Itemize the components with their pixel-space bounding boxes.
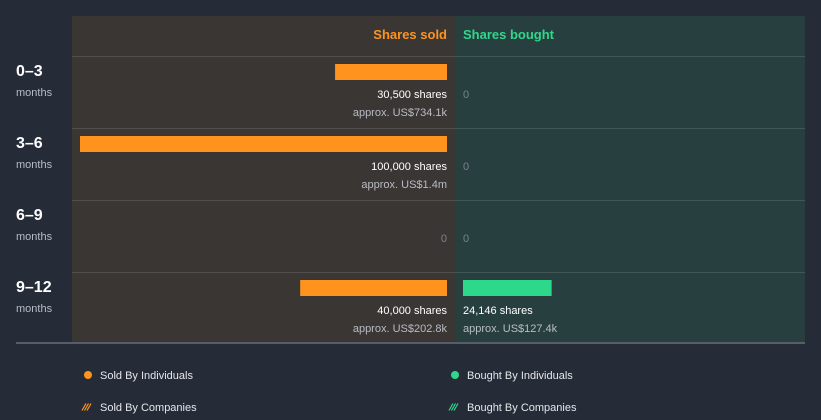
- period-row: 9–12 months 40,000 shares approx. US$202.8k…: [16, 272, 805, 335]
- legend-item: Sold By Individuals: [84, 370, 193, 382]
- sold-zero-label: 0: [441, 233, 447, 245]
- sold-bar: [335, 64, 447, 80]
- sold-bar: [80, 136, 447, 152]
- legend-label: Sold By Companies: [100, 402, 197, 414]
- sold-bar: [300, 280, 447, 296]
- shares-sold-header: Shares sold: [373, 27, 447, 42]
- sold-value-label: approx. US$202.8k: [353, 323, 448, 335]
- legend-label: Sold By Individuals: [100, 370, 193, 382]
- legend-hatch-icon: [448, 403, 459, 411]
- legend-item: Bought By Companies: [448, 402, 577, 414]
- legend-item: Bought By Individuals: [451, 370, 573, 382]
- bought-zero-label: 0: [463, 233, 469, 245]
- period-row: 0–3 months 30,500 shares approx. US$734.1k 0: [16, 56, 805, 119]
- period-label: 0–3: [16, 63, 43, 80]
- legend-item: Sold By Companies: [81, 402, 197, 414]
- sold-shares-label: 30,500 shares: [377, 89, 447, 101]
- period-unit-label: months: [16, 303, 53, 315]
- sold-shares-label: 40,000 shares: [377, 305, 447, 317]
- legend-label: Bought By Companies: [467, 402, 577, 414]
- legend-hatch-icon: [81, 403, 92, 411]
- sold-value-label: approx. US$1.4m: [361, 179, 447, 191]
- legend-dot-icon: [451, 371, 459, 379]
- bought-zero-label: 0: [463, 161, 469, 173]
- period-unit-label: months: [16, 159, 53, 171]
- bought-value-label: approx. US$127.4k: [463, 323, 558, 335]
- shares-bought-header: Shares bought: [463, 27, 555, 42]
- bought-zero-label: 0: [463, 89, 469, 101]
- period-label: 9–12: [16, 279, 52, 296]
- period-row: 3–6 months 100,000 shares approx. US$1.4m 0: [16, 128, 805, 191]
- period-label: 6–9: [16, 207, 43, 224]
- sold-value-label: approx. US$734.1k: [353, 107, 448, 119]
- period-unit-label: months: [16, 231, 53, 243]
- legend: Sold By Individuals Bought By Individuals…: [81, 370, 577, 414]
- period-label: 3–6: [16, 135, 43, 152]
- legend-dot-icon: [84, 371, 92, 379]
- legend-label: Bought By Individuals: [467, 370, 573, 382]
- bought-bar: [463, 280, 552, 296]
- period-unit-label: months: [16, 87, 53, 99]
- sold-shares-label: 100,000 shares: [371, 161, 447, 173]
- bought-shares-label: 24,146 shares: [463, 305, 533, 317]
- period-row: 6–9 months 0 0: [16, 200, 805, 245]
